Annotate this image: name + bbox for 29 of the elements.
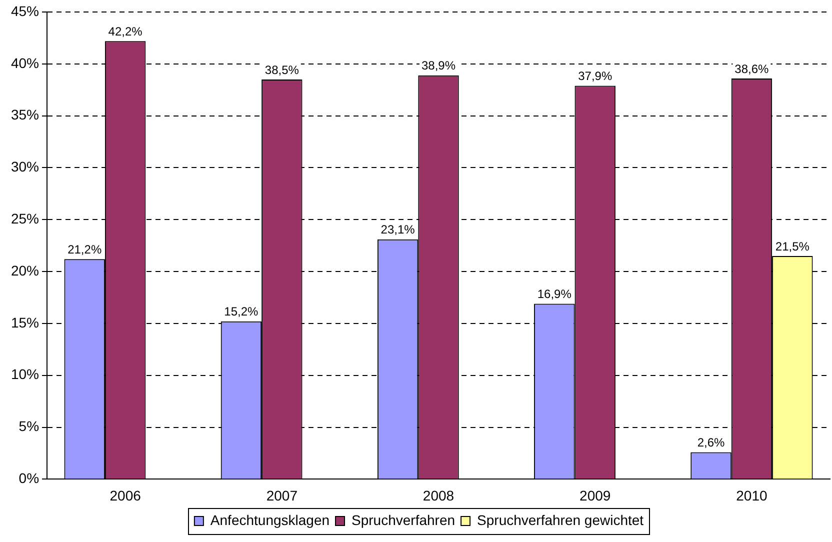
y-tick-label: 15% [10,314,40,330]
y-tick-label: 25% [10,210,40,227]
data-label: 38,9% [421,58,456,73]
data-label: 23,1% [380,222,416,237]
x-tick-label: 2009 [580,487,611,504]
data-label: 21,5% [775,239,810,254]
data-label: 2,6% [697,436,725,450]
legend-label: Spruchverfahren [352,512,456,528]
legend-label: Anfechtungsklagen [210,512,330,528]
y-tick-label: 20% [10,262,40,278]
data-label: 42,2% [108,24,143,38]
y-tick-label: 0% [18,470,40,486]
y-tick-label: 30% [10,158,40,175]
y-tick-label: 10% [10,366,40,382]
y-tick-label: 45% [10,2,40,19]
x-tick-label: 2007 [266,487,298,504]
y-tick-label: 40% [10,54,40,71]
data-label: 38,6% [734,62,770,76]
y-tick-label: 35% [10,106,40,123]
x-tick-label: 2010 [736,487,768,504]
data-label: 37,9% [578,69,612,84]
legend-label: Spruchverfahren gewichtet [477,512,644,528]
data-label: 16,9% [537,287,572,302]
data-label: 21,2% [68,242,102,256]
data-label: 38,5% [264,62,300,77]
y-tick-label: 5% [18,418,40,434]
x-tick-label: 2008 [422,487,454,504]
data-label: 15,2% [224,304,259,319]
x-tick-label: 2006 [110,487,142,504]
